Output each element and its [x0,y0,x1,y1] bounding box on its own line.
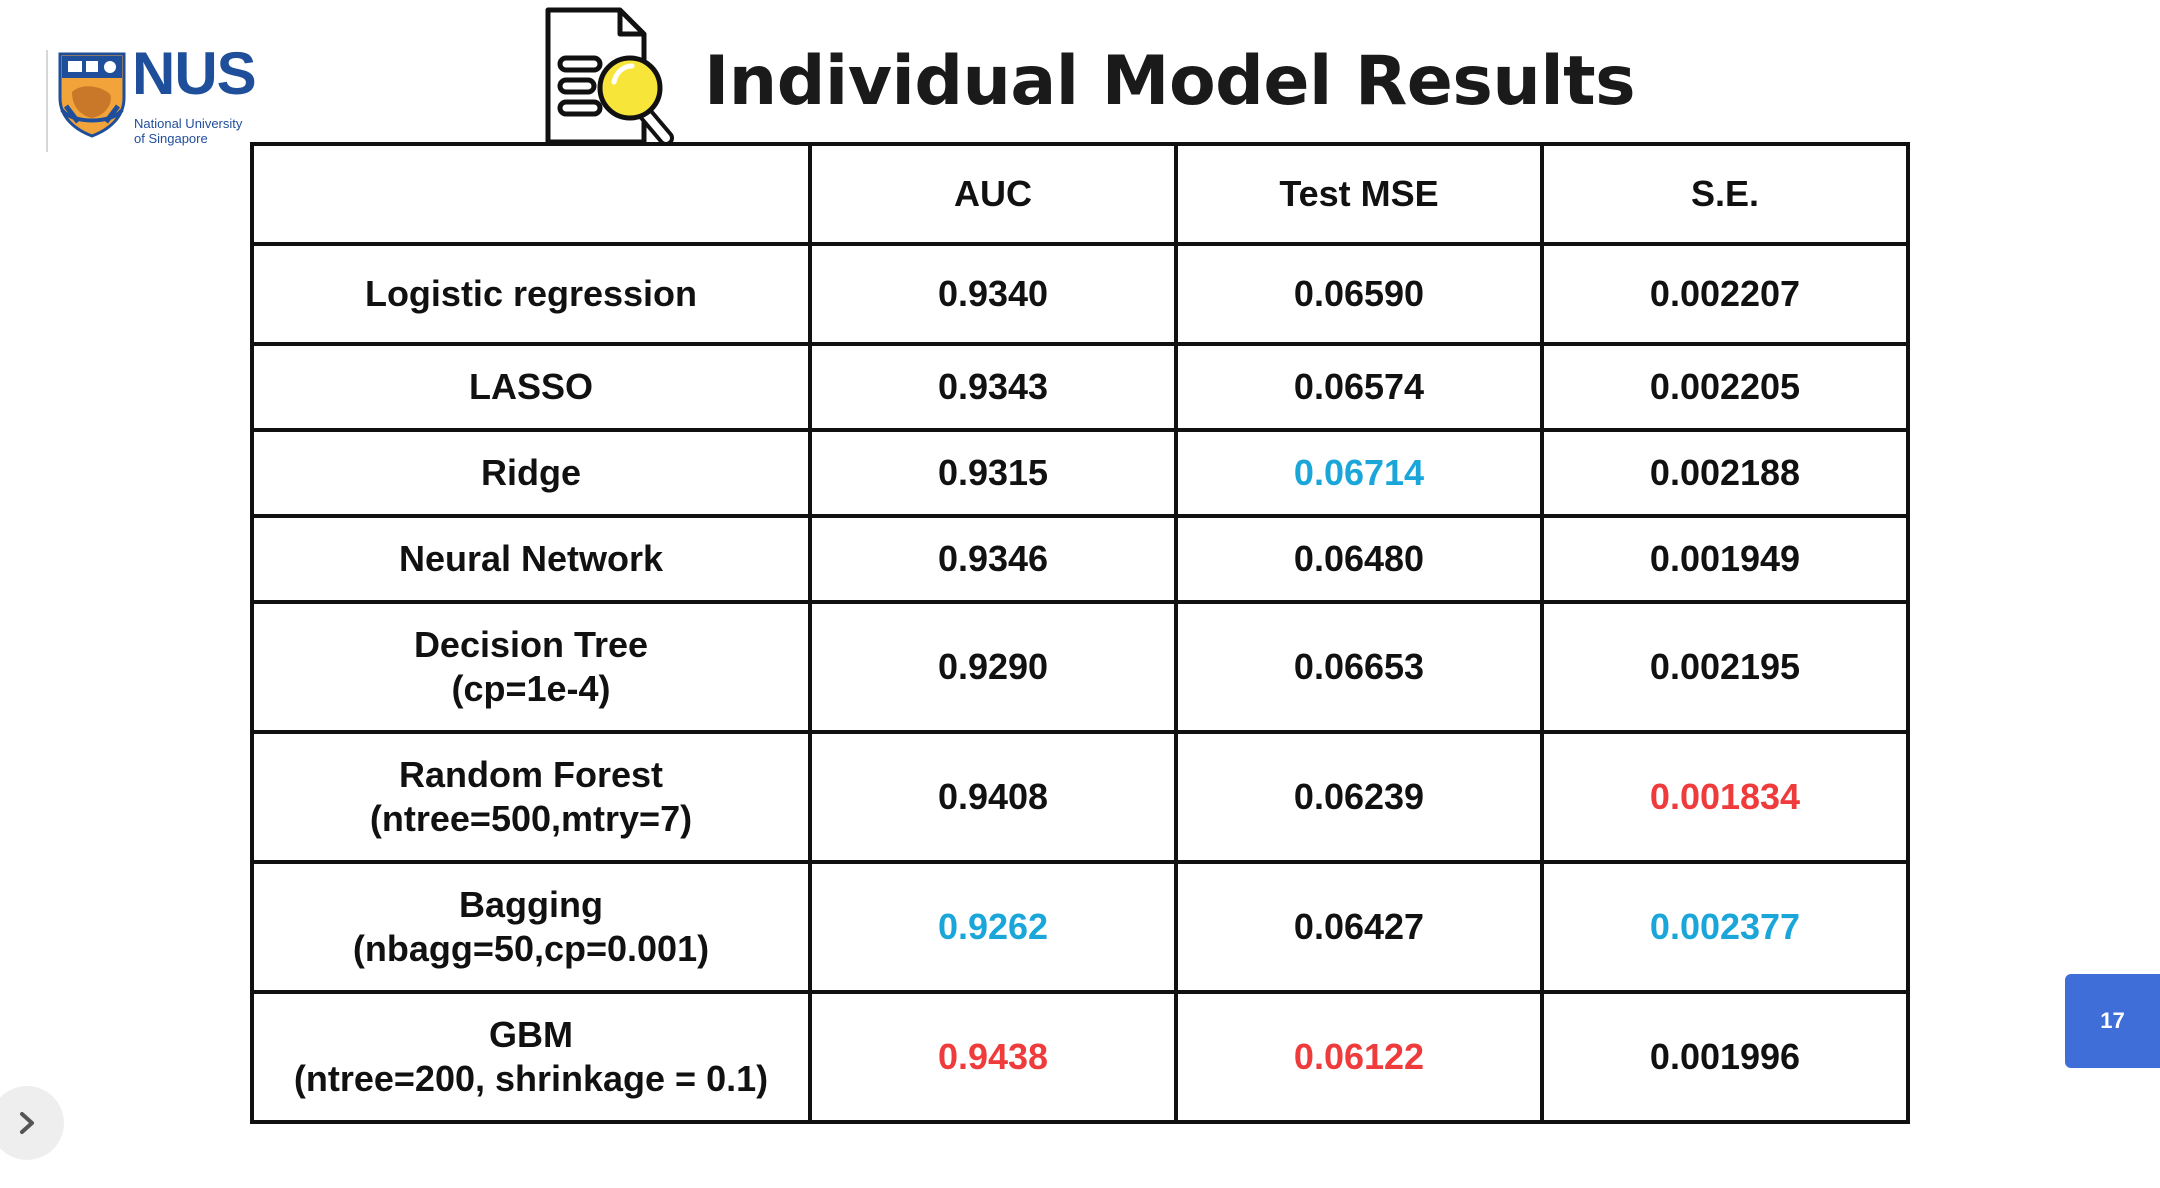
results-table: AUC Test MSE S.E. Logistic regression 0.… [250,142,1910,1124]
logo-subtitle-line2: of Singapore [134,131,208,146]
model-cell: Logistic regression [250,242,812,346]
se-cell-best: 0.001834 [1540,730,1910,864]
mse-cell: 0.06590 [1174,242,1544,346]
auc-cell: 0.9343 [808,342,1178,432]
se-cell: 0.002195 [1540,600,1910,734]
mse-cell: 0.06574 [1174,342,1544,432]
se-cell: 0.001949 [1540,514,1910,604]
model-params: (ntree=500,mtry=7) [369,798,693,839]
table-row: Ridge 0.9315 0.06714 0.002188 [250,428,1910,518]
mse-cell: 0.06427 [1174,860,1544,994]
table-header-row: AUC Test MSE S.E. [250,142,1910,246]
model-name: Logistic regression [364,273,698,314]
auc-cell: 0.9290 [808,600,1178,734]
table-row: Bagging (nbagg=50,cp=0.001) 0.9262 0.064… [250,860,1910,994]
logo-wordmark: NUS [132,40,257,107]
model-cell: Decision Tree (cp=1e-4) [250,600,812,734]
next-slide-button[interactable] [0,1086,64,1160]
mse-cell-best: 0.06122 [1174,990,1544,1124]
model-cell: Neural Network [250,514,812,604]
model-params: (ntree=200, shrinkage = 0.1) [293,1058,769,1099]
header-test-mse: Test MSE [1174,142,1544,246]
model-name: Ridge [480,452,581,493]
model-name: Random Forest [398,754,664,795]
chevron-right-icon [20,1112,34,1134]
mse-cell: 0.06653 [1174,600,1544,734]
se-cell: 0.002188 [1540,428,1910,518]
logo-divider [46,50,48,152]
auc-cell-worst: 0.9262 [808,860,1178,994]
table-row: Neural Network 0.9346 0.06480 0.001949 [250,514,1910,604]
se-cell-worst: 0.002377 [1540,860,1910,994]
table-row: Decision Tree (cp=1e-4) 0.9290 0.06653 0… [250,600,1910,734]
model-cell: Ridge [250,428,812,518]
model-name: LASSO [468,366,593,407]
header-model [250,142,812,246]
model-name: Decision Tree [413,624,649,665]
se-cell: 0.001996 [1540,990,1910,1124]
auc-cell: 0.9408 [808,730,1178,864]
model-name: Bagging [459,884,603,925]
slide-number-badge: 17 [2065,974,2160,1068]
table-row: GBM (ntree=200, shrinkage = 0.1) 0.9438 … [250,990,1910,1124]
document-search-icon [545,7,674,146]
mse-cell-worst: 0.06714 [1174,428,1544,518]
logo-subtitle-line1: National University [134,116,243,131]
table-row: Logistic regression 0.9340 0.06590 0.002… [250,242,1910,346]
se-cell: 0.002205 [1540,342,1910,432]
auc-cell-best: 0.9438 [808,990,1178,1124]
model-cell: LASSO [250,342,812,432]
model-name: Neural Network [398,538,664,579]
auc-cell: 0.9346 [808,514,1178,604]
mse-cell: 0.06480 [1174,514,1544,604]
auc-cell: 0.9315 [808,428,1178,518]
header-se: S.E. [1540,142,1910,246]
model-cell: Random Forest (ntree=500,mtry=7) [250,730,812,864]
nus-crest-icon [58,52,126,138]
model-params: (cp=1e-4) [451,668,611,709]
se-cell: 0.002207 [1540,242,1910,346]
auc-cell: 0.9340 [808,242,1178,346]
nus-logo: NUS National University of Singapore [46,40,266,155]
page-title: Individual Model Results [704,42,1636,121]
header-auc: AUC [808,142,1178,246]
model-name: GBM [489,1014,573,1055]
table-row: Random Forest (ntree=500,mtry=7) 0.9408 … [250,730,1910,864]
model-cell: Bagging (nbagg=50,cp=0.001) [250,860,812,994]
model-params: (nbagg=50,cp=0.001) [352,928,710,969]
model-cell: GBM (ntree=200, shrinkage = 0.1) [250,990,812,1124]
table-row: LASSO 0.9343 0.06574 0.002205 [250,342,1910,432]
mse-cell: 0.06239 [1174,730,1544,864]
